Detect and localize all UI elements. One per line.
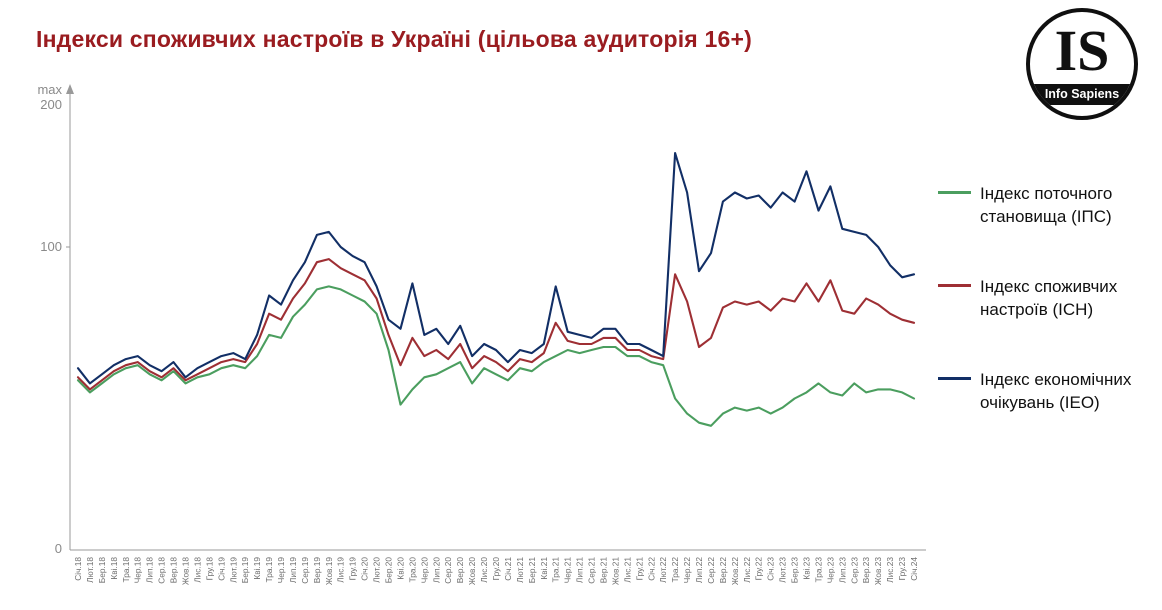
x-tick-label: Тра.18 bbox=[121, 557, 131, 583]
x-tick-label: Сер.19 bbox=[300, 557, 310, 584]
info-sapiens-logo: IS Info Sapiens bbox=[1026, 8, 1138, 120]
x-tick-label: Бер.23 bbox=[790, 557, 800, 584]
x-tick-label: Вер.23 bbox=[861, 557, 871, 584]
x-tick-label: Січ.19 bbox=[216, 557, 226, 581]
x-tick-label: Лют.22 bbox=[658, 557, 668, 583]
x-tick-label: Січ.21 bbox=[503, 557, 513, 581]
logo-monogram: IS bbox=[1054, 18, 1110, 83]
x-tick-label: Тра.22 bbox=[670, 557, 680, 583]
y-axis-tick-200: 200 bbox=[40, 97, 62, 112]
x-tick-label: Жов.18 bbox=[180, 557, 190, 586]
x-tick-label: Гру.20 bbox=[491, 557, 501, 581]
x-tick-label: Гру.19 bbox=[348, 557, 358, 581]
x-tick-label: Лип.22 bbox=[694, 557, 704, 583]
y-axis-arrow-icon bbox=[66, 84, 74, 94]
x-tick-label: Січ.20 bbox=[360, 557, 370, 581]
x-tick-label: Гру.18 bbox=[204, 557, 214, 581]
y-axis-tick-0: 0 bbox=[54, 541, 62, 556]
legend-label-ips: Індекс поточного становища (ІПС) bbox=[980, 184, 1113, 227]
x-tick-label: Лис.20 bbox=[479, 557, 489, 583]
x-tick-label: Бер.19 bbox=[240, 557, 250, 584]
x-tick-label: Лип.19 bbox=[288, 557, 298, 583]
x-tick-label: Кві.21 bbox=[539, 557, 549, 580]
x-tick-label: Тра.19 bbox=[264, 557, 274, 583]
x-tick-label: Чер.23 bbox=[825, 557, 835, 584]
x-tick-label: Лют.21 bbox=[515, 557, 525, 583]
x-tick-label: Вер.20 bbox=[455, 557, 465, 584]
x-tick-label: Чер.20 bbox=[419, 557, 429, 584]
x-tick-label: Кві.18 bbox=[109, 557, 119, 580]
x-tick-label: Лип.18 bbox=[145, 557, 155, 583]
x-tick-label: Гру.21 bbox=[634, 557, 644, 581]
x-tick-label: Лис.19 bbox=[336, 557, 346, 583]
x-tick-label: Лют.19 bbox=[228, 557, 238, 583]
x-tick-label: Сер.20 bbox=[443, 557, 453, 584]
legend-swatch-ieo-navy bbox=[938, 376, 971, 380]
y-axis-tick-100: 100 bbox=[40, 239, 62, 254]
x-tick-label: Лип.20 bbox=[431, 557, 441, 583]
legend-item-ich: Індекс споживчих настроїв (ІСН) bbox=[938, 275, 1153, 322]
x-tick-label: Сер.22 bbox=[706, 557, 716, 584]
x-tick-label: Лют.18 bbox=[85, 557, 95, 583]
x-tick-label: Жов.19 bbox=[324, 557, 334, 586]
x-tick-label: Вер.22 bbox=[718, 557, 728, 584]
series-line-2 bbox=[76, 152, 916, 385]
x-tick-label: Лют.23 bbox=[778, 557, 788, 583]
chart-legend: Індекс поточного становища (ІПС) Індекс … bbox=[938, 182, 1153, 461]
y-axis-max-label: max bbox=[37, 82, 62, 97]
x-tick-label: Кві.20 bbox=[395, 557, 405, 580]
x-tick-label: Жов.22 bbox=[730, 557, 740, 586]
legend-label-ich: Індекс споживчих настроїв (ІСН) bbox=[980, 276, 1118, 320]
x-tick-label: Лис.18 bbox=[192, 557, 202, 583]
x-tick-label: Лис.22 bbox=[742, 557, 752, 583]
x-tick-label: Лис.23 bbox=[885, 557, 895, 583]
logo-name: Info Sapiens bbox=[1030, 84, 1134, 105]
series-line-0 bbox=[76, 285, 916, 427]
x-tick-label: Лис.21 bbox=[622, 557, 632, 583]
x-tick-label: Лют.20 bbox=[372, 557, 382, 583]
x-tick-label: Лип.21 bbox=[575, 557, 585, 583]
x-tick-label: Чер.18 bbox=[133, 557, 143, 584]
x-tick-label: Тра.23 bbox=[813, 557, 823, 583]
x-tick-label: Жов.23 bbox=[873, 557, 883, 586]
x-tick-label: Бер.21 bbox=[527, 557, 537, 584]
legend-item-ips: Індекс поточного становища (ІПС) bbox=[938, 182, 1153, 229]
x-tick-label: Тра.20 bbox=[407, 557, 417, 583]
x-tick-label: Бер.18 bbox=[97, 557, 107, 584]
series-line-1 bbox=[76, 258, 916, 391]
x-tick-label: Вер.19 bbox=[312, 557, 322, 584]
legend-swatch-ich-red bbox=[938, 283, 971, 287]
x-tick-label: Кві.23 bbox=[802, 557, 812, 580]
x-tick-label: Чер.21 bbox=[563, 557, 573, 584]
x-tick-label: Жов.21 bbox=[610, 557, 620, 586]
x-tick-label: Гру.23 bbox=[897, 557, 907, 581]
x-tick-label: Сер.23 bbox=[849, 557, 859, 584]
x-tick-label: Лип.23 bbox=[837, 557, 847, 583]
x-tick-label: Чер.22 bbox=[682, 557, 692, 584]
x-tick-label: Вер.21 bbox=[598, 557, 608, 584]
x-tick-label: Кві.19 bbox=[252, 557, 262, 580]
x-tick-label: Сер.21 bbox=[587, 557, 597, 584]
x-tick-label: Січ.18 bbox=[73, 557, 83, 581]
x-tick-label: Гру.22 bbox=[754, 557, 764, 581]
legend-label-ieo: Індекс економічних очікувань (ІЕО) bbox=[980, 369, 1132, 413]
x-tick-label: Жов.20 bbox=[467, 557, 477, 586]
legend-item-ieo: Індекс економічних очікувань (ІЕО) bbox=[938, 368, 1153, 415]
x-tick-label: Бер.20 bbox=[384, 557, 394, 584]
x-tick-label: Січ.23 bbox=[766, 557, 776, 581]
x-tick-label: Січ.24 bbox=[909, 557, 919, 581]
x-tick-label: Сер.18 bbox=[157, 557, 167, 584]
x-tick-label: Вер.18 bbox=[169, 557, 179, 584]
x-tick-label: Січ.22 bbox=[646, 557, 656, 581]
legend-swatch-ips-green bbox=[938, 191, 971, 194]
page-title: Індекси споживчих настроїв в Україні (ці… bbox=[36, 26, 752, 52]
x-tick-label: Тра.21 bbox=[551, 557, 561, 583]
x-tick-label: Чер.19 bbox=[276, 557, 286, 584]
